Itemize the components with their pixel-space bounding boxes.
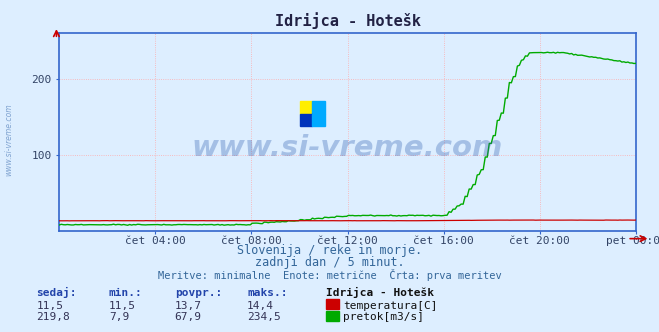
- Text: 13,7: 13,7: [175, 301, 202, 311]
- Text: www.si-vreme.com: www.si-vreme.com: [192, 134, 503, 162]
- Text: sedaj:: sedaj:: [36, 287, 76, 298]
- Text: Meritve: minimalne  Enote: metrične  Črta: prva meritev: Meritve: minimalne Enote: metrične Črta:…: [158, 269, 501, 281]
- Text: pretok[m3/s]: pretok[m3/s]: [343, 312, 424, 322]
- Text: 219,8: 219,8: [36, 312, 70, 322]
- Text: povpr.:: povpr.:: [175, 288, 222, 298]
- Text: 234,5: 234,5: [247, 312, 281, 322]
- Text: 11,5: 11,5: [109, 301, 136, 311]
- Text: maks.:: maks.:: [247, 288, 287, 298]
- Title: Idrijca - Hotešk: Idrijca - Hotešk: [275, 12, 420, 29]
- Text: 67,9: 67,9: [175, 312, 202, 322]
- Text: temperatura[C]: temperatura[C]: [343, 301, 438, 311]
- Text: 7,9: 7,9: [109, 312, 129, 322]
- Text: min.:: min.:: [109, 288, 142, 298]
- Text: www.si-vreme.com: www.si-vreme.com: [4, 103, 13, 176]
- Text: 11,5: 11,5: [36, 301, 63, 311]
- Text: Idrijca - Hotešk: Idrijca - Hotešk: [326, 287, 434, 298]
- Text: zadnji dan / 5 minut.: zadnji dan / 5 minut.: [254, 256, 405, 269]
- Text: Slovenija / reke in morje.: Slovenija / reke in morje.: [237, 244, 422, 257]
- Text: 14,4: 14,4: [247, 301, 274, 311]
